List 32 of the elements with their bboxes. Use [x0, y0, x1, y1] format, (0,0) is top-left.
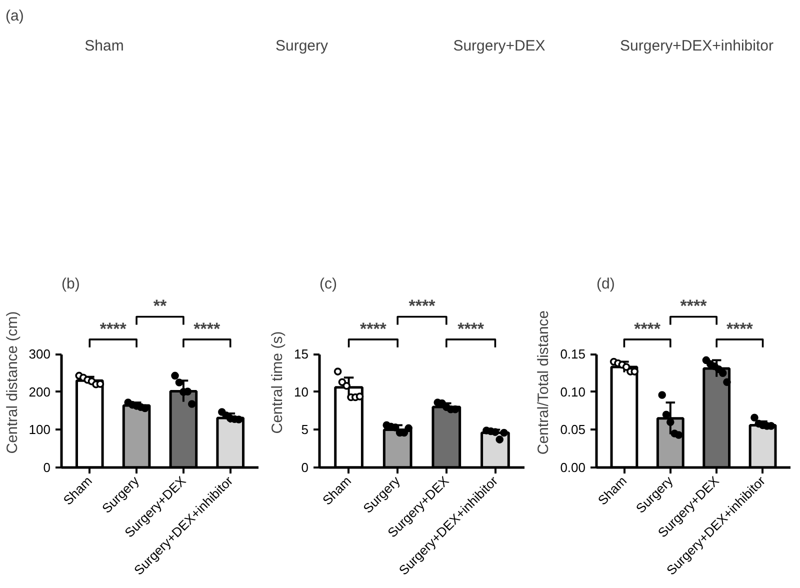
y-tick-label: 300: [28, 346, 51, 362]
text: ****: [680, 296, 708, 316]
chart-title: (c): [320, 276, 337, 292]
text: ****: [458, 319, 484, 338]
text: Surgery: [275, 37, 329, 54]
y-tick-label: 10: [294, 384, 309, 400]
y-axis-title: Central/Total distance: [535, 310, 552, 455]
text: Sham: [84, 37, 124, 54]
text: ****: [726, 319, 754, 338]
y-axis-title: Central distance (cm): [4, 311, 21, 454]
text: ****: [634, 319, 661, 338]
text: Surgery+DEX: [453, 37, 546, 54]
y-tick-label: 15: [294, 346, 309, 362]
y-tick-label: 100: [28, 422, 51, 438]
y-tick-label: 0.10: [560, 384, 586, 400]
y-tick-label: 0: [43, 460, 51, 475]
chart-title: (b): [62, 276, 80, 292]
y-axis-title: Central time (s): [269, 331, 286, 434]
text: ****: [100, 319, 127, 338]
y-tick-label: 5: [301, 422, 309, 438]
text: ****: [408, 296, 436, 316]
text: Surgery+DEX+inhibitor: [620, 37, 774, 54]
text: ****: [360, 319, 387, 338]
text: ****: [194, 319, 221, 338]
y-tick-label: 200: [28, 384, 51, 400]
text: **: [153, 296, 167, 316]
y-tick-label: 0: [301, 460, 309, 475]
text: (a): [6, 8, 24, 24]
chart-title: (d): [596, 276, 615, 292]
y-tick-label: 0.05: [560, 422, 586, 438]
y-tick-label: 0.00: [560, 460, 586, 475]
y-tick-label: 0.15: [560, 346, 586, 362]
